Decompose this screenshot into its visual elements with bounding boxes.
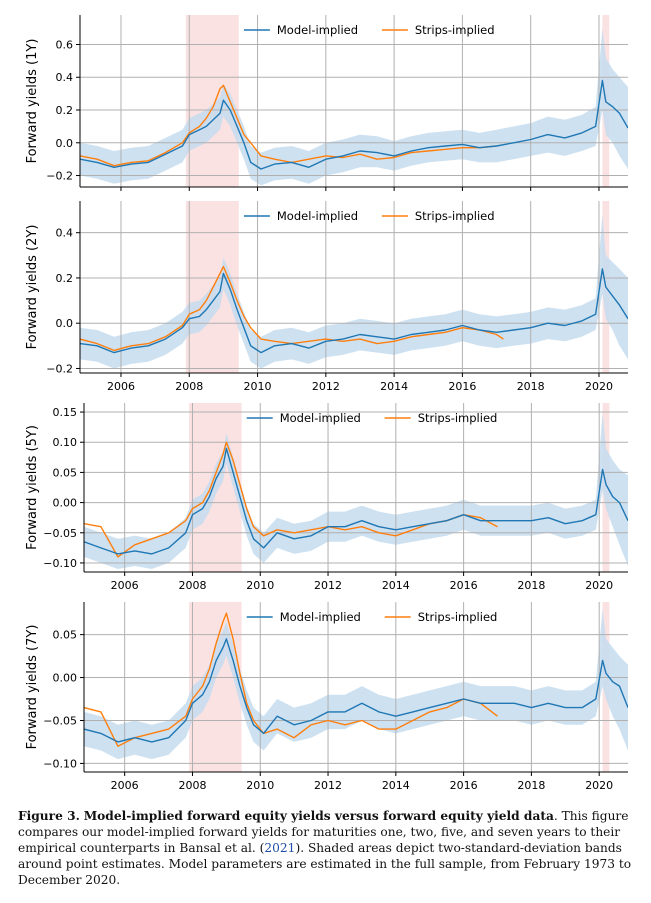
y-tick-label: 0.0 [56,137,74,150]
x-tick-label: 2016 [450,779,478,790]
series-line-strips-implied [84,441,498,558]
y-tick-label: 0.4 [56,71,74,84]
chart-panel-3: −0.10 −0.05 0.00 0.05 0.10 0.15 2006 2008 2010 20… [25,403,628,592]
y-tick-label: 0.00 [53,497,78,510]
x-tick-label: 2018 [517,579,545,592]
legend-label: Strips-implied [415,23,495,37]
y-tick-label: 0.00 [53,672,78,685]
x-tick-label: 2006 [107,380,135,393]
x-tick-label: 2020 [585,380,613,393]
legend-label: Model-implied [280,411,361,425]
confidence-band [80,214,628,369]
confidence-band [84,608,628,760]
confidence-band [84,412,628,569]
legend: Model-implied Strips-implied [243,23,495,37]
series-line-model-implied [84,638,628,743]
x-tick-label: 2006 [111,579,139,592]
legend-label: Strips-implied [418,610,498,624]
y-tick-label: −0.2 [46,170,73,183]
y-tick-label: −0.10 [43,557,77,570]
y-tick-label: 0.0 [56,317,74,330]
legend-label: Strips-implied [415,209,495,223]
y-axis-label: Forward yields (2Y) [25,225,40,350]
x-tick-label: 2012 [312,380,340,393]
y-tick-label: 0.4 [56,227,74,240]
x-tick-label: 2010 [246,579,274,592]
y-tick-label: 0.2 [56,104,74,117]
x-tick-label: 2018 [517,779,545,790]
chart-panel-2: −0.2 0.0 0.2 0.4 2006 2008 2010 2012 2014 2016 201… [25,201,628,393]
x-tick-label: 2014 [382,579,410,592]
x-tick-label: 2014 [382,779,410,790]
x-tick-label: 2014 [380,380,408,393]
x-tick-label: 2006 [111,779,139,790]
y-tick-label: −0.2 [46,362,73,375]
legend: Model-implied Strips-implied [246,610,498,624]
legend-label: Strips-implied [418,411,498,425]
caption-citation-link[interactable]: 2021 [264,841,296,855]
x-tick-label: 2008 [178,579,206,592]
confidence-band [80,28,628,186]
y-tick-label: 0.15 [53,406,78,419]
y-tick-label: −0.05 [43,714,77,727]
y-tick-label: 0.10 [53,436,78,449]
y-axis-label: Forward yields (5Y) [25,425,40,550]
series-line-strips-implied [80,265,504,352]
x-tick-label: 2008 [178,779,206,790]
y-axis-label: Forward yields (1Y) [25,39,40,164]
series-line-model-implied [80,79,628,170]
caption-text-2: ). Shaded areas depict two-standard-devi… [18,841,632,887]
x-tick-label: 2016 [450,579,478,592]
figure-charts: −0.2 0.0 0.2 0.4 0.6 Forward yields (1Y) Model… [25,15,628,790]
x-tick-label: 2012 [314,579,342,592]
y-tick-label: −0.05 [43,527,77,540]
x-tick-label: 2016 [448,380,476,393]
x-tick-label: 2018 [517,380,545,393]
y-tick-label: 0.05 [53,629,78,642]
series-line-strips-implied [84,612,498,747]
legend-label: Model-implied [277,209,358,223]
caption-title: Model-implied forward equity yields vers… [83,809,554,823]
chart-panel-4: −0.10 −0.05 0.00 0.05 2006 2008 2010 2012 2014 20… [25,602,628,790]
legend-label: Model-implied [277,23,358,37]
figure-caption: Figure 3. Model-implied forward equity y… [18,808,638,888]
y-tick-label: −0.10 [43,757,77,770]
series-line-model-implied [84,447,628,555]
series-line-strips-implied [80,84,497,167]
x-tick-label: 2008 [175,380,203,393]
legend: Model-implied Strips-implied [246,411,498,425]
series-line-model-implied [80,268,628,354]
chart-panel-1: −0.2 0.0 0.2 0.4 0.6 Forward yields (1Y) Model… [25,15,628,191]
y-tick-label: 0.2 [56,272,74,285]
y-tick-label: 0.05 [53,466,78,479]
x-tick-label: 2010 [244,380,272,393]
legend-label: Model-implied [280,610,361,624]
x-tick-label: 2020 [585,779,613,790]
caption-label: Figure 3. [18,809,80,823]
x-tick-label: 2012 [314,779,342,790]
x-tick-label: 2010 [246,779,274,790]
y-axis-label: Forward yields (7Y) [25,625,40,750]
caption-text-1: . This figure compares our model-implied… [18,809,629,855]
x-tick-label: 2020 [585,579,613,592]
legend: Model-implied Strips-implied [243,209,495,223]
y-tick-label: 0.6 [56,38,74,51]
